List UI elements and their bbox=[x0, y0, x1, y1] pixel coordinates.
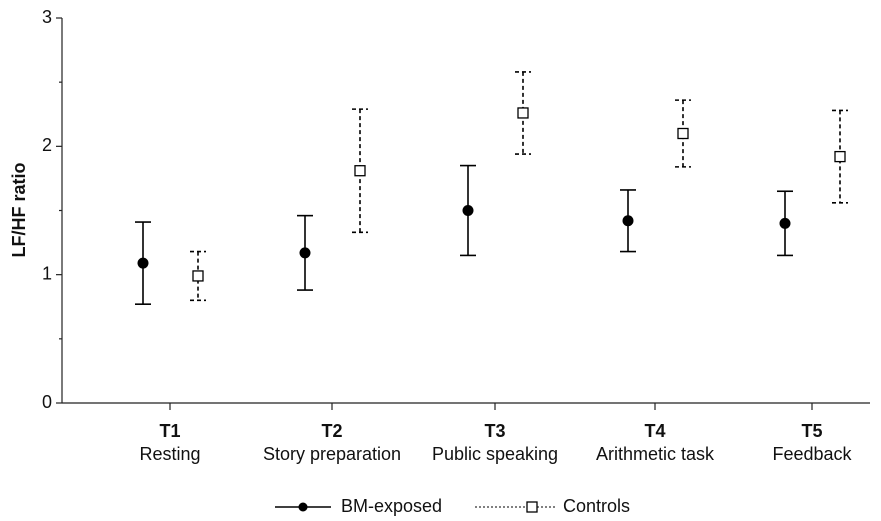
x-tick-description: Feedback bbox=[772, 444, 852, 464]
y-axis-label: LF/HF ratio bbox=[9, 163, 29, 258]
data-point bbox=[834, 150, 846, 163]
legend-marker bbox=[298, 502, 308, 512]
data-point bbox=[192, 270, 204, 282]
data-point bbox=[354, 165, 366, 177]
x-tick-label: T1 bbox=[159, 421, 180, 441]
y-tick-label: 1 bbox=[42, 263, 52, 283]
data-point bbox=[137, 257, 149, 269]
y-tick-label: 2 bbox=[42, 135, 52, 155]
data-point bbox=[677, 127, 689, 140]
data-point bbox=[779, 217, 791, 229]
x-tick-label: T3 bbox=[484, 421, 505, 441]
data-point bbox=[299, 247, 311, 259]
legend-label: BM-exposed bbox=[341, 496, 442, 516]
y-tick-label: 0 bbox=[42, 392, 52, 412]
data-point bbox=[462, 205, 474, 216]
data-point bbox=[622, 215, 634, 227]
x-tick-description: Resting bbox=[139, 444, 200, 464]
legend-marker bbox=[526, 501, 538, 513]
x-tick-label: T2 bbox=[321, 421, 342, 441]
data-point bbox=[517, 107, 529, 119]
y-tick-label: 3 bbox=[42, 7, 52, 27]
x-tick-label: T5 bbox=[801, 421, 822, 441]
legend-label: Controls bbox=[563, 496, 630, 516]
x-tick-label: T4 bbox=[644, 421, 665, 441]
x-tick-description: Arithmetic task bbox=[596, 444, 715, 464]
x-tick-description: Public speaking bbox=[432, 444, 558, 464]
x-tick-description: Story preparation bbox=[263, 444, 401, 464]
